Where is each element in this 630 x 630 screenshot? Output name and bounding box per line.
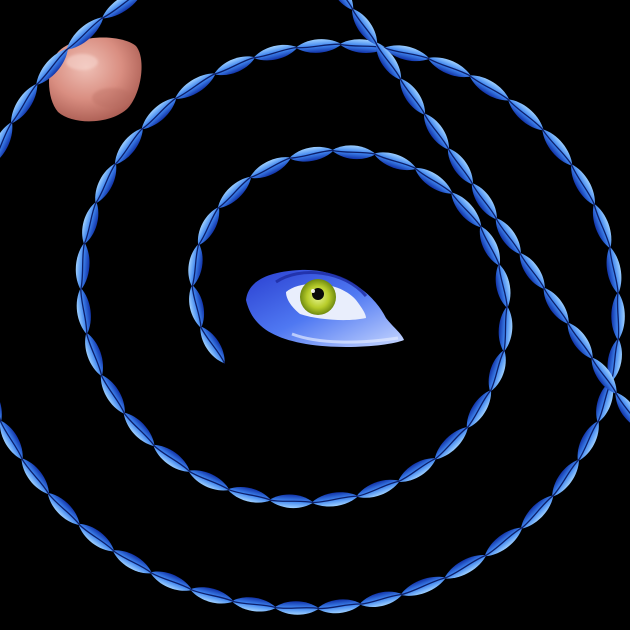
lip-seam (114, 127, 144, 166)
lip-seam (570, 163, 596, 206)
pink-moon (49, 37, 142, 122)
lip-seam (331, 149, 376, 155)
lip-seam (0, 420, 24, 461)
lip-seam (112, 549, 153, 574)
lip-seam (123, 412, 156, 447)
lip-seam (507, 98, 545, 131)
lip-seam (590, 357, 618, 395)
lip-seam (434, 426, 469, 461)
lip-seam (327, 0, 354, 11)
lip-seam (253, 46, 298, 59)
lip-seam (447, 147, 474, 185)
lip-seam (289, 149, 334, 159)
lip-seam (274, 606, 320, 610)
lip-seam (231, 600, 277, 609)
lip-seam (100, 374, 126, 415)
lip-seam (551, 459, 580, 498)
lip-seam (414, 167, 454, 195)
lip-seam (66, 16, 104, 51)
lip-link (0, 379, 2, 423)
lip-seam (191, 243, 200, 288)
lip-seam (479, 225, 501, 266)
lip-seam (466, 389, 492, 429)
lip-seam (187, 470, 230, 491)
lip-seam (351, 8, 378, 46)
lip-seam (174, 72, 216, 100)
lip-seam (614, 391, 630, 430)
lip-seam (489, 349, 505, 393)
lip-seam (85, 332, 103, 377)
lip-seam (269, 499, 314, 504)
lip-seam (577, 420, 600, 462)
lip-seam (373, 153, 417, 170)
lip-seam (400, 576, 447, 596)
lip-seam (443, 554, 487, 580)
lip-seam (311, 495, 359, 504)
lip-seam (593, 203, 611, 249)
lip-seam (191, 284, 202, 329)
lip-seam (227, 488, 272, 501)
lip-seam (520, 494, 554, 530)
lip-seam (609, 246, 619, 294)
lip-seam (397, 457, 437, 483)
lip-seam (10, 83, 38, 125)
lip-seam (427, 57, 472, 77)
lip-seam (471, 182, 498, 220)
lip-seam (498, 263, 508, 309)
lip-seam (101, 0, 144, 19)
lip-seam (541, 128, 573, 167)
lip-seam (197, 206, 220, 246)
eyelid-crease (275, 271, 368, 297)
lip-seam (20, 457, 50, 495)
lip-seam (567, 322, 594, 360)
lip-seam (495, 217, 522, 255)
lip-seam (77, 523, 115, 552)
lip-seam (199, 325, 226, 364)
lip-seam (359, 593, 403, 605)
lip-seam (450, 191, 482, 228)
lip-seam (469, 74, 511, 101)
lip-seam (543, 287, 570, 325)
lip-seam (80, 287, 88, 335)
lip-seam (375, 43, 402, 81)
lip-seam (616, 291, 620, 341)
lip-seam (80, 242, 86, 290)
lip-link (101, 0, 144, 19)
lip-seam (152, 444, 191, 473)
lip-seam (295, 43, 342, 49)
blue-lip-spiral (0, 0, 630, 615)
lip-seam (83, 201, 97, 245)
lip-seam (503, 305, 508, 353)
lip-seam (356, 480, 400, 498)
lip-seam (35, 47, 69, 86)
lip-seam (0, 121, 13, 166)
lip-link (0, 420, 23, 460)
lip-seam (399, 78, 426, 116)
lip-seam (519, 252, 546, 290)
lip-seam (141, 97, 177, 130)
lip-seam (383, 47, 430, 60)
lip-seam (249, 156, 292, 179)
lip-seam (423, 112, 450, 151)
blue-eye (246, 269, 404, 347)
lip-seam (217, 176, 252, 209)
lip-seam (189, 588, 234, 603)
lip-seam (484, 526, 523, 557)
lip-seam (317, 603, 362, 610)
lip-seam (213, 56, 256, 75)
lip-seam (47, 492, 81, 526)
lip-seam (95, 162, 117, 204)
lip-seam (149, 571, 193, 591)
